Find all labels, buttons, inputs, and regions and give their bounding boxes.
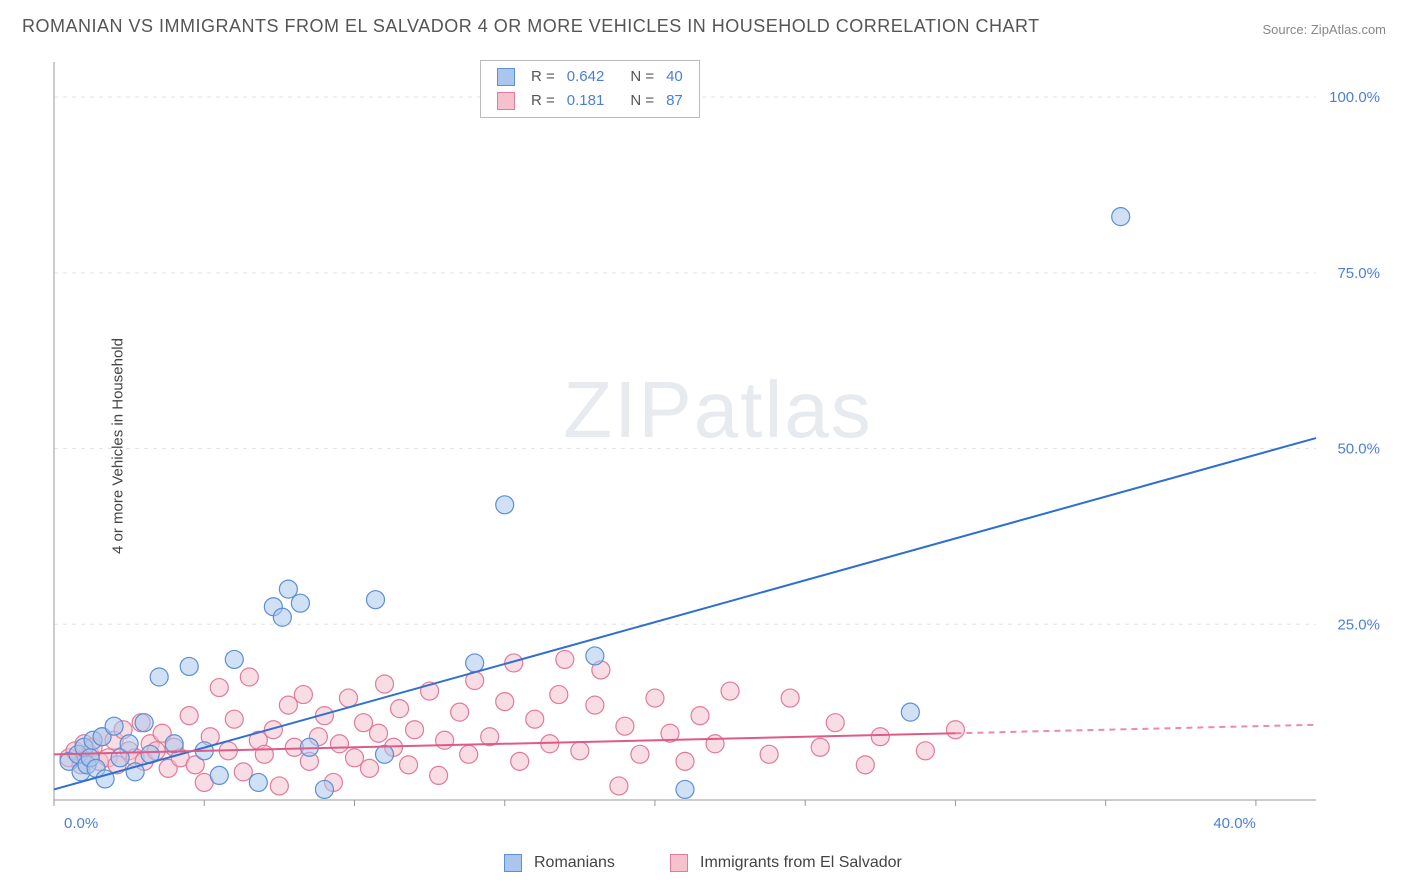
- point-el_salvador: [916, 742, 934, 760]
- point-el_salvador: [436, 731, 454, 749]
- y-tick-label: 25.0%: [1337, 616, 1380, 633]
- point-el_salvador: [610, 777, 628, 795]
- stats-r-value-el_salvador: 0.181: [561, 89, 611, 113]
- point-el_salvador: [646, 689, 664, 707]
- stats-n-label: N =: [624, 89, 660, 113]
- y-tick-label: 50.0%: [1337, 441, 1380, 458]
- point-el_salvador: [210, 679, 228, 697]
- point-el_salvador: [370, 724, 388, 742]
- point-el_salvador: [616, 717, 634, 735]
- point-el_salvador: [406, 721, 424, 739]
- point-el_salvador: [294, 686, 312, 704]
- point-romanians: [150, 668, 168, 686]
- point-romanians: [466, 654, 484, 672]
- point-el_salvador: [556, 650, 574, 668]
- legend-label-romanians: Romanians: [534, 854, 615, 872]
- stats-n-value-romanians: 40: [660, 65, 689, 89]
- point-el_salvador: [706, 735, 724, 753]
- point-el_salvador: [391, 700, 409, 718]
- point-romanians: [586, 647, 604, 665]
- x-tick-label: 40.0%: [1213, 815, 1256, 832]
- point-el_salvador: [270, 777, 288, 795]
- point-el_salvador: [550, 686, 568, 704]
- point-romanians: [210, 766, 228, 784]
- point-el_salvador: [856, 756, 874, 774]
- stats-r-label: R =: [525, 65, 561, 89]
- chart-title: ROMANIAN VS IMMIGRANTS FROM EL SALVADOR …: [22, 16, 1040, 37]
- point-romanians: [367, 591, 385, 609]
- legend-romanians: Romanians: [504, 854, 615, 872]
- legend-swatch-romanians: [504, 854, 522, 872]
- point-el_salvador: [811, 738, 829, 756]
- stats-n-label: N =: [624, 65, 660, 89]
- point-el_salvador: [361, 759, 379, 777]
- scatter-plot: 25.0%50.0%75.0%100.0%0.0%40.0% ZIPatlas …: [50, 58, 1386, 840]
- point-el_salvador: [430, 766, 448, 784]
- point-el_salvador: [946, 721, 964, 739]
- point-romanians: [135, 714, 153, 732]
- point-el_salvador: [330, 735, 348, 753]
- point-el_salvador: [400, 756, 418, 774]
- point-el_salvador: [255, 745, 273, 763]
- point-el_salvador: [234, 763, 252, 781]
- point-romanians: [279, 580, 297, 598]
- point-romanians: [120, 735, 138, 753]
- y-tick-label: 100.0%: [1329, 89, 1380, 106]
- point-el_salvador: [871, 728, 889, 746]
- point-romanians: [165, 735, 183, 753]
- point-el_salvador: [760, 745, 778, 763]
- point-el_salvador: [225, 710, 243, 728]
- point-romanians: [291, 594, 309, 612]
- point-romanians: [901, 703, 919, 721]
- point-el_salvador: [345, 749, 363, 767]
- point-el_salvador: [279, 696, 297, 714]
- point-el_salvador: [354, 714, 372, 732]
- point-el_salvador: [691, 707, 709, 725]
- stats-swatch-romanians: [497, 68, 515, 86]
- stats-r-value-romanians: 0.642: [561, 65, 611, 89]
- stats-table: R =0.642 N =40 R =0.181 N =87: [491, 65, 689, 113]
- stats-swatch-el_salvador: [497, 92, 515, 110]
- y-tick-label: 75.0%: [1337, 265, 1380, 282]
- trendline-extrap-el_salvador: [955, 725, 1316, 733]
- point-el_salvador: [586, 696, 604, 714]
- point-el_salvador: [451, 703, 469, 721]
- point-romanians: [496, 496, 514, 514]
- x-tick-label: 0.0%: [64, 815, 98, 832]
- stats-n-value-el_salvador: 87: [660, 89, 689, 113]
- point-el_salvador: [631, 745, 649, 763]
- stats-legend-box: R =0.642 N =40 R =0.181 N =87: [480, 60, 700, 118]
- point-el_salvador: [826, 714, 844, 732]
- stats-row-el_salvador: R =0.181 N =87: [491, 89, 689, 113]
- point-el_salvador: [496, 693, 514, 711]
- chart-svg: 25.0% 50.0% 75.0% 100.0% 0.0% 40.0%: [50, 58, 1386, 840]
- point-romanians: [249, 773, 267, 791]
- legend-el-salvador: Immigrants from El Salvador: [670, 854, 902, 872]
- stats-r-label: R =: [525, 89, 561, 113]
- point-el_salvador: [781, 689, 799, 707]
- legend-swatch-el-salvador: [670, 854, 688, 872]
- point-el_salvador: [526, 710, 544, 728]
- point-romanians: [105, 717, 123, 735]
- point-el_salvador: [240, 668, 258, 686]
- point-el_salvador: [460, 745, 478, 763]
- point-romanians: [676, 780, 694, 798]
- point-romanians: [1112, 208, 1130, 226]
- legend-label-el-salvador: Immigrants from El Salvador: [700, 854, 902, 872]
- point-romanians: [273, 608, 291, 626]
- trendline-romanians: [54, 438, 1316, 789]
- point-el_salvador: [376, 675, 394, 693]
- point-romanians: [225, 650, 243, 668]
- point-el_salvador: [339, 689, 357, 707]
- point-el_salvador: [721, 682, 739, 700]
- point-el_salvador: [676, 752, 694, 770]
- point-romanians: [180, 657, 198, 675]
- point-romanians: [315, 780, 333, 798]
- point-romanians: [376, 745, 394, 763]
- point-el_salvador: [571, 742, 589, 760]
- point-el_salvador: [511, 752, 529, 770]
- point-el_salvador: [180, 707, 198, 725]
- stats-row-romanians: R =0.642 N =40: [491, 65, 689, 89]
- source-attribution: Source: ZipAtlas.com: [1262, 22, 1386, 37]
